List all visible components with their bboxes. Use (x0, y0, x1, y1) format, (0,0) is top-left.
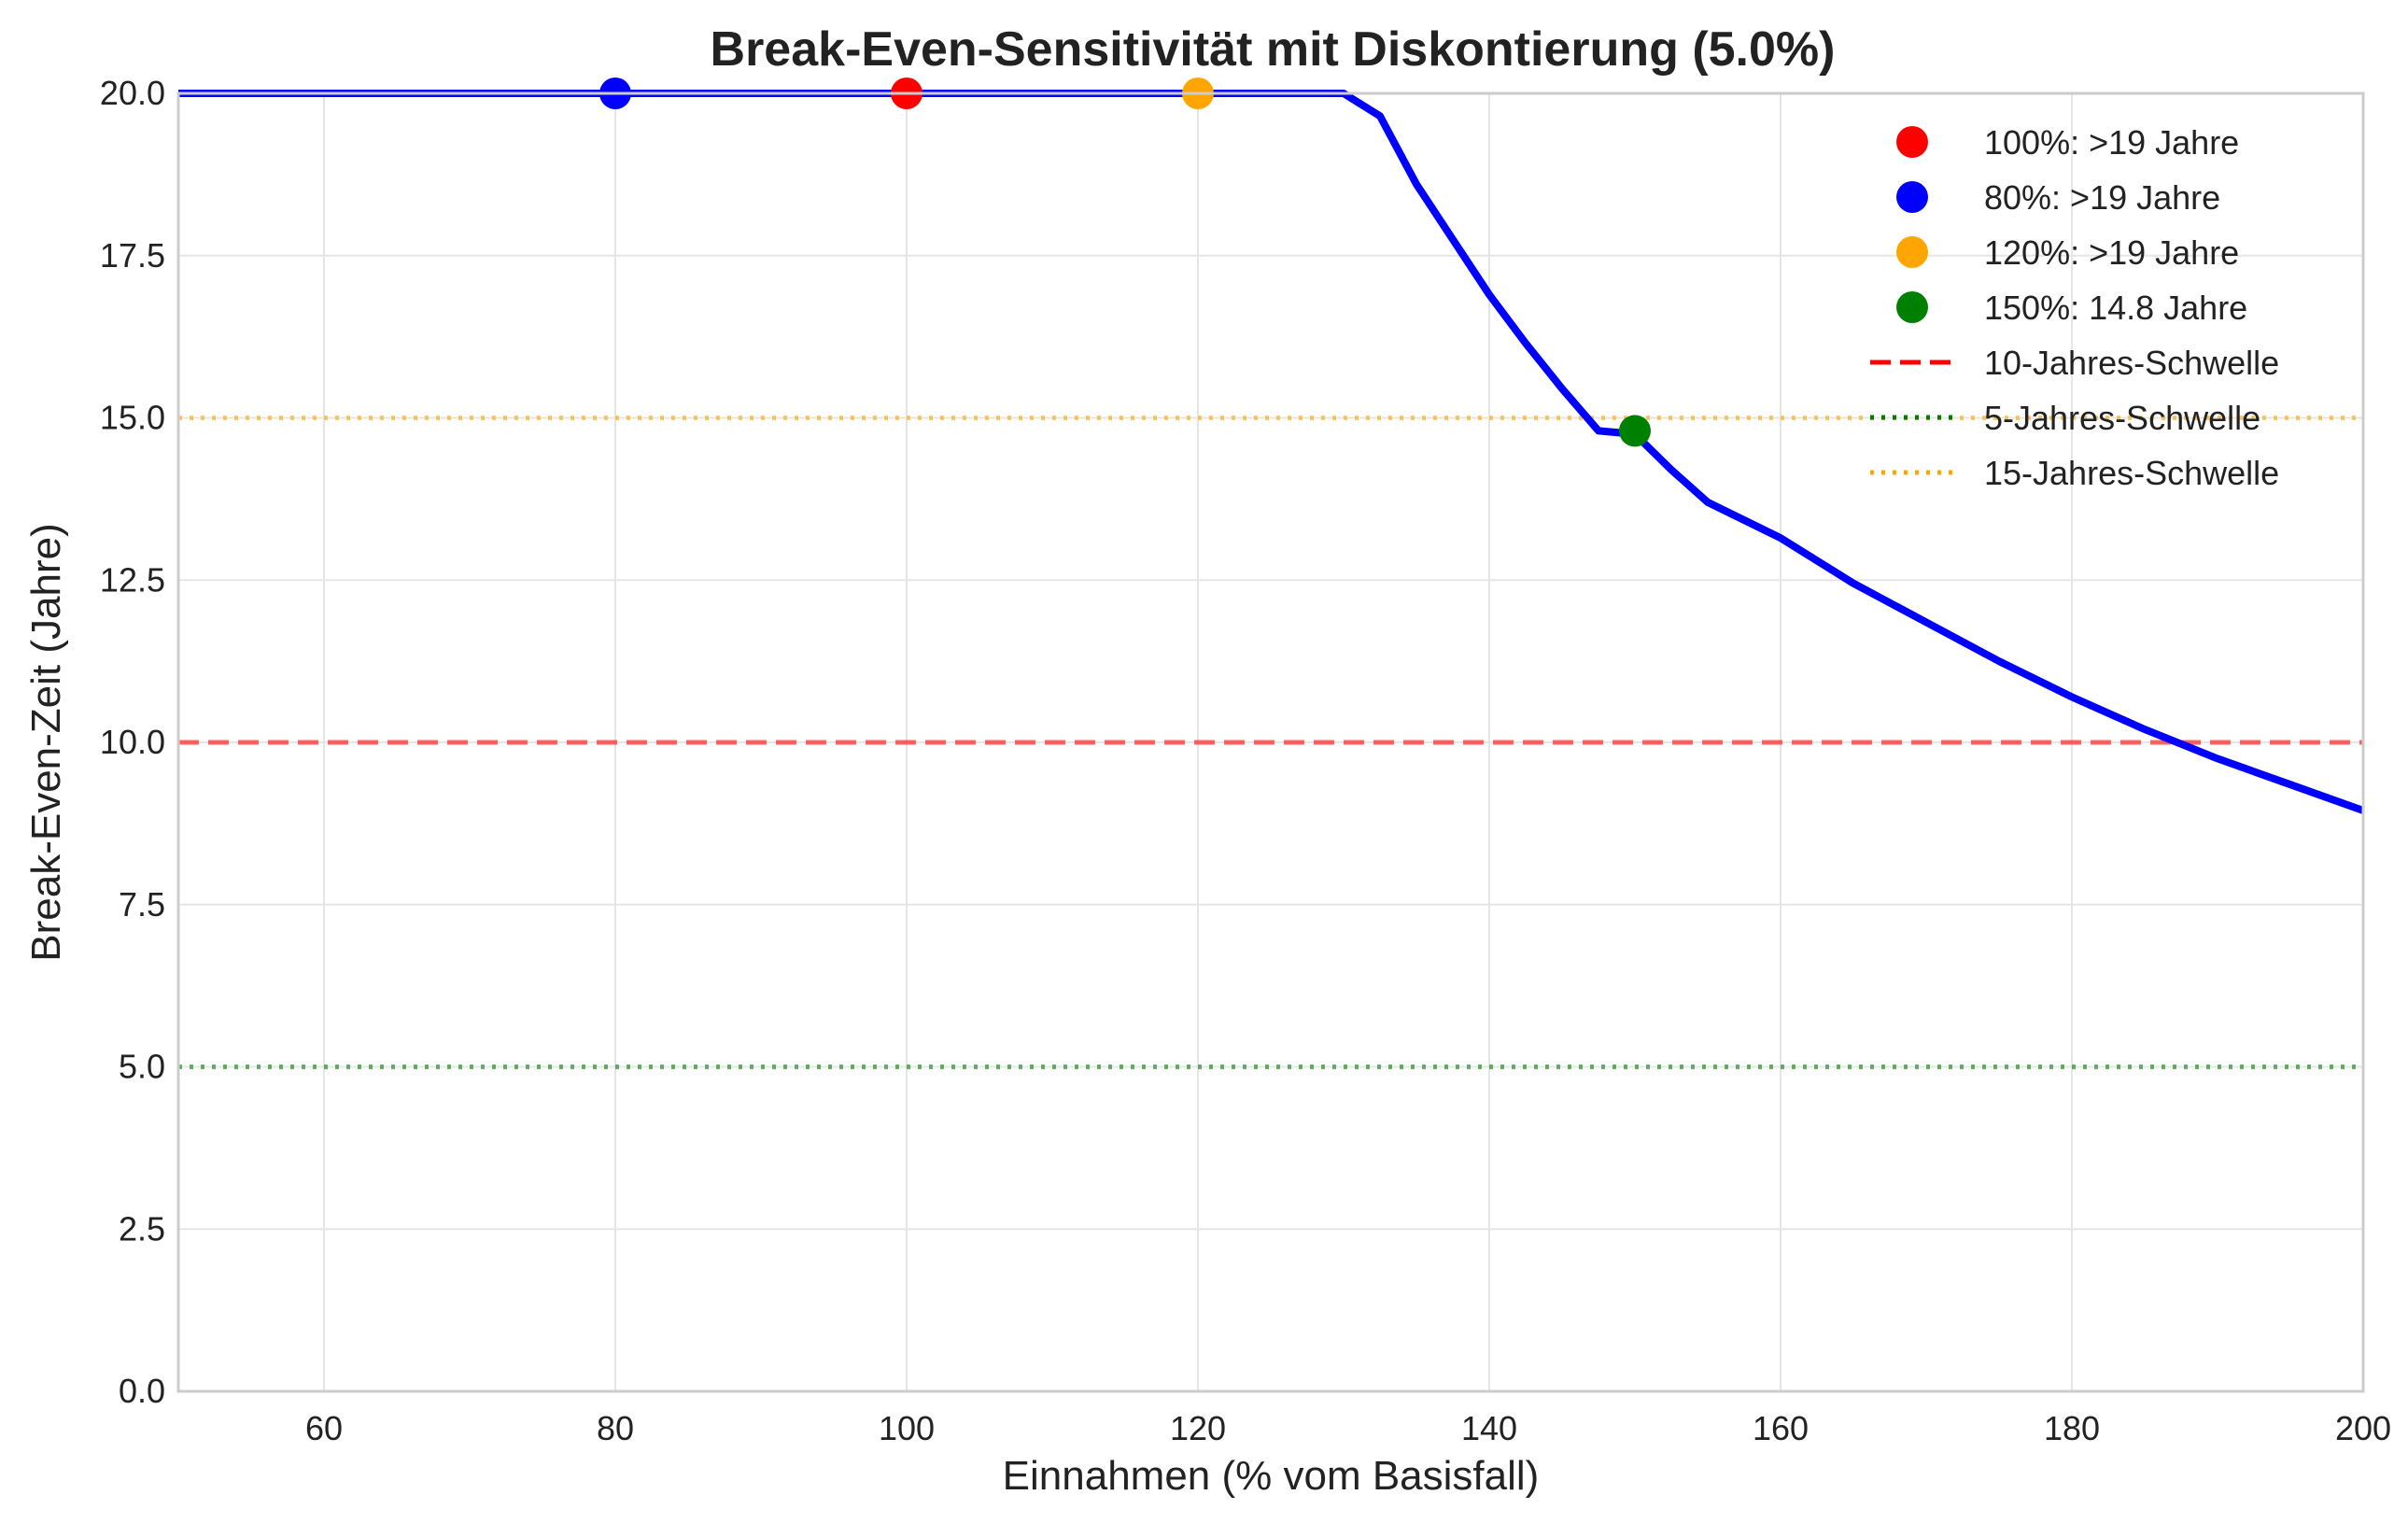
chart-title: Break-Even-Sensitivität mit Diskontierun… (711, 22, 1836, 77)
threshold-lines (178, 416, 2363, 1069)
x-tick-labels: 60 80 100 120 140 160 180 200 (305, 1409, 2391, 1447)
legend-label: 10-Jahres-Schwelle (1984, 344, 2279, 382)
legend-label: 15-Jahres-Schwelle (1984, 454, 2279, 492)
y-tick-label: 12.5 (100, 560, 165, 599)
data-point (1619, 415, 1651, 447)
legend-marker (1896, 291, 1928, 323)
legend-marker (1896, 126, 1928, 158)
x-tick-label: 200 (2335, 1409, 2391, 1447)
y-axis-label: Break-Even-Zeit (Jahre) (23, 523, 69, 961)
y-tick-label: 0.0 (119, 1372, 165, 1410)
legend-label: 5-Jahres-Schwelle (1984, 399, 2260, 437)
x-axis-label: Einnahmen (% vom Basisfall) (1003, 1453, 1540, 1499)
y-tick-label: 2.5 (119, 1209, 165, 1248)
legend-marker (1896, 181, 1928, 213)
x-tick-label: 160 (1753, 1409, 1809, 1447)
legend-marker (1896, 236, 1928, 268)
legend-label: 100%: >19 Jahre (1984, 123, 2239, 162)
y-tick-label: 10.0 (100, 723, 165, 761)
data-points (599, 78, 1651, 447)
y-tick-label: 17.5 (100, 236, 165, 275)
x-tick-label: 120 (1170, 1409, 1226, 1447)
x-tick-label: 180 (2044, 1409, 2100, 1447)
y-tick-label: 5.0 (119, 1048, 165, 1086)
x-tick-label: 60 (305, 1409, 343, 1447)
legend-label: 120%: >19 Jahre (1984, 233, 2239, 272)
y-tick-labels: 0.0 2.5 5.0 7.5 10.0 12.5 15.0 17.5 20.0 (100, 74, 165, 1410)
x-tick-label: 80 (597, 1409, 634, 1447)
y-tick-label: 15.0 (100, 399, 165, 437)
y-tick-label: 20.0 (100, 74, 165, 112)
legend-label: 80%: >19 Jahre (1984, 178, 2220, 217)
plot-frame (176, 92, 2365, 1393)
x-tick-label: 140 (1461, 1409, 1517, 1447)
x-tick-label: 100 (879, 1409, 935, 1447)
legend: 100%: >19 Jahre 80%: >19 Jahre 120%: >19 J… (1870, 123, 2279, 492)
legend-label: 150%: 14.8 Jahre (1984, 289, 2247, 327)
y-tick-label: 7.5 (119, 885, 165, 924)
